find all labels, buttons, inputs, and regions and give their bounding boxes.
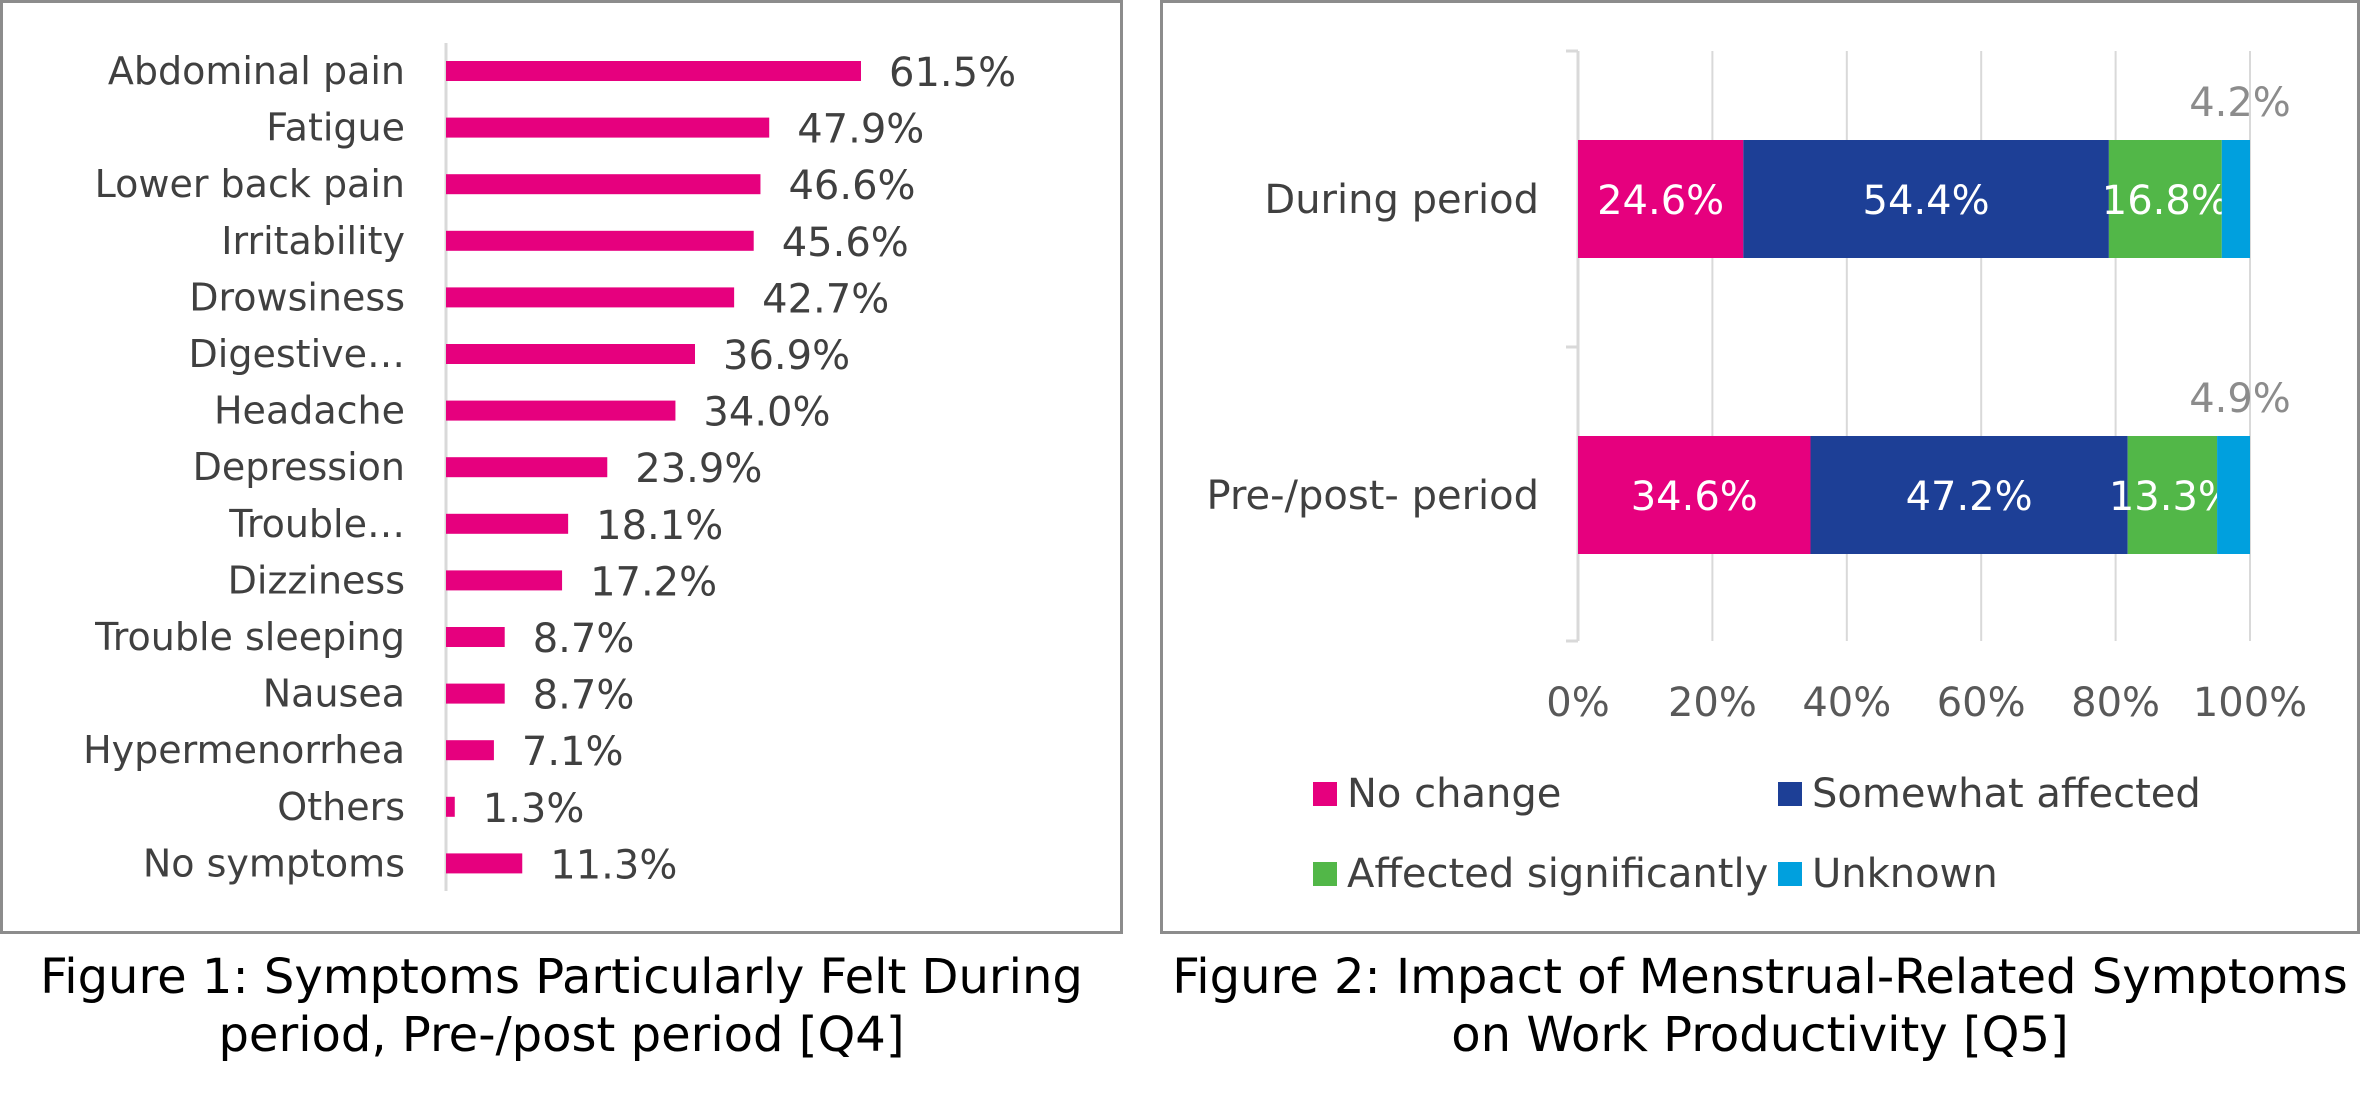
category-label-nausea: Nausea xyxy=(263,672,405,716)
category-label-others: Others xyxy=(277,785,405,829)
data-label-depression: 23.9% xyxy=(635,446,762,492)
data-label-somewhat-affected-pre-post-period: 47.2% xyxy=(1906,474,2033,520)
data-label-lower-back-pain: 46.6% xyxy=(788,163,915,209)
bar-segment-somewhat-affected-pre-post-period xyxy=(1810,436,2128,554)
data-label-nausea: 8.7% xyxy=(533,673,635,719)
bar-segment-affected-significantly-pre-post-period xyxy=(2127,436,2218,554)
data-label-others: 1.3% xyxy=(483,786,585,832)
legend-swatch-somewhat-affected xyxy=(1778,782,1802,806)
data-label-unknown-during-period: 4.2% xyxy=(2189,80,2291,126)
figure2-caption: Figure 2: Impact of Menstrual-Related Sy… xyxy=(1172,949,2348,1063)
x-tick-label-100: 100% xyxy=(2193,680,2307,726)
category-label-digestive: Digestive… xyxy=(189,332,405,376)
data-label-no-change-during-period: 24.6% xyxy=(1597,178,1724,224)
bar-hypermenorrhea xyxy=(446,740,494,761)
symptoms-bar-chart: Abdominal pain 61.5% Fatigue 47.9% Lower bac… xyxy=(83,43,1016,891)
legend-swatch-affected-significantly xyxy=(1313,862,1337,886)
data-label-irritability: 45.6% xyxy=(782,220,909,266)
data-label-fatigue: 47.9% xyxy=(797,107,924,153)
data-label-drowsiness: 42.7% xyxy=(762,276,889,322)
bar-trouble-sleeping xyxy=(446,627,505,647)
category-label-abdominal-pain: Abdominal pain xyxy=(108,49,405,93)
category-label-no-symptoms: No symptoms xyxy=(143,841,405,885)
bar-dizziness xyxy=(446,570,563,591)
data-label-no-change-pre-post-period: 34.6% xyxy=(1631,474,1758,520)
category-label-lower-back-pain: Lower back pain xyxy=(95,162,405,206)
legend-label-affected-significantly: Affected significantly xyxy=(1347,851,1769,897)
data-label-digestive: 36.9% xyxy=(723,333,850,379)
bar-abdominal-pain xyxy=(446,61,861,81)
category-label-trouble: Trouble… xyxy=(228,502,405,546)
bar-fatigue xyxy=(446,117,770,138)
legend-item-unknown: Unknown xyxy=(1778,851,1998,897)
category-label-dizziness: Dizziness xyxy=(228,558,405,602)
legend-item-affected-significantly: Affected significantly xyxy=(1313,851,1768,897)
x-tick-label-80: 80% xyxy=(2071,680,2160,726)
figure1-caption: Figure 1: Symptoms Particularly Felt Dur… xyxy=(40,949,1083,1063)
legend-label-unknown: Unknown xyxy=(1812,851,1998,897)
category-label-headache: Headache xyxy=(214,389,405,433)
data-label-unknown-pre-post-period: 4.9% xyxy=(2189,376,2291,422)
bar-headache xyxy=(446,400,676,421)
data-label-abdominal-pain: 61.5% xyxy=(889,50,1016,96)
x-tick-label-0: 0% xyxy=(1546,680,1609,726)
legend-swatch-no-change xyxy=(1313,782,1337,806)
bar-nausea xyxy=(446,683,505,704)
bar-segment-no-change-during-period xyxy=(1578,140,1744,258)
legend-label-somewhat-affected: Somewhat affected xyxy=(1812,771,2201,817)
x-tick-label-60: 60% xyxy=(1937,680,2026,726)
category-label-trouble-sleeping: Trouble sleeping xyxy=(94,615,405,659)
category-label-pre-post-period: Pre-/post- period xyxy=(1207,473,1539,519)
legend-label-no-change: No change xyxy=(1347,771,1562,817)
data-label-affected-significantly-during-period: 16.8% xyxy=(2102,178,2229,224)
bar-trouble xyxy=(446,513,569,534)
bar-lower-back-pain xyxy=(446,174,761,195)
legend-swatch-unknown xyxy=(1778,862,1802,886)
bar-irritability xyxy=(446,230,754,251)
data-label-no-symptoms: 11.3% xyxy=(550,842,677,888)
data-label-trouble-sleeping: 8.7% xyxy=(533,616,635,662)
bar-segment-unknown-during-period xyxy=(2221,140,2250,258)
category-label-during-period: During period xyxy=(1264,177,1539,223)
data-label-somewhat-affected-during-period: 54.4% xyxy=(1863,178,1990,224)
category-label-depression: Depression xyxy=(193,445,405,489)
category-label-fatigue: Fatigue xyxy=(266,106,405,150)
data-label-hypermenorrhea: 7.1% xyxy=(522,729,624,775)
bar-no-symptoms xyxy=(446,853,523,874)
legend-item-somewhat-affected: Somewhat affected xyxy=(1778,771,2201,817)
category-label-drowsiness: Drowsiness xyxy=(189,275,405,319)
bar-others xyxy=(446,796,455,817)
figure2-panel: During period 24.6% 54.4% 16.8% 4.2% Pre-/pos… xyxy=(1160,0,2360,934)
bar-segment-affected-significantly-during-period xyxy=(2108,140,2222,258)
data-label-headache: 34.0% xyxy=(703,390,830,436)
bar-drowsiness xyxy=(446,287,735,308)
bar-segment-unknown-pre-post-period xyxy=(2217,436,2250,554)
category-label-hypermenorrhea: Hypermenorrhea xyxy=(83,728,405,772)
category-label-irritability: Irritability xyxy=(221,219,405,263)
bar-digestive xyxy=(446,344,695,364)
bar-depression xyxy=(446,457,608,478)
work-impact-stacked-bar-chart: During period 24.6% 54.4% 16.8% 4.2% Pre-/pos… xyxy=(1207,49,2307,726)
data-label-trouble: 18.1% xyxy=(596,503,723,549)
data-label-dizziness: 17.2% xyxy=(590,559,717,605)
figure1-panel: Abdominal pain 61.5% Fatigue 47.9% Lower bac… xyxy=(0,0,1123,934)
data-label-affected-significantly-pre-post-period: 13.3% xyxy=(2109,474,2236,520)
bar-segment-no-change-pre-post-period xyxy=(1578,436,1811,554)
x-tick-label-20: 20% xyxy=(1668,680,1757,726)
bar-segment-somewhat-affected-during-period xyxy=(1743,140,2109,258)
legend-item-no-change: No change xyxy=(1313,771,1561,817)
x-tick-label-40: 40% xyxy=(1802,680,1891,726)
